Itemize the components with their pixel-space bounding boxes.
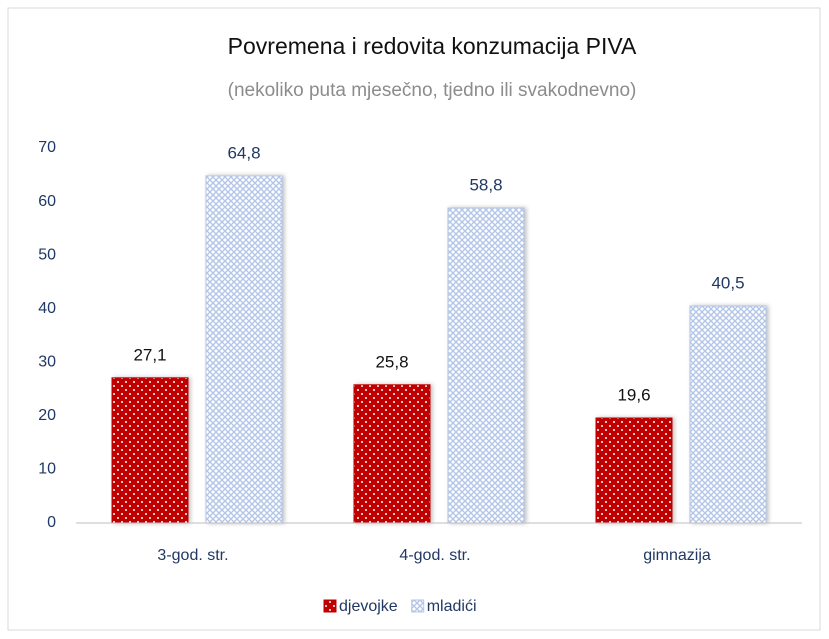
bar xyxy=(447,207,525,524)
legend-label: mladići xyxy=(427,598,477,615)
x-tick-label: 4-god. str. xyxy=(399,547,470,564)
legend-swatch xyxy=(411,599,425,613)
y-tick-label: 0 xyxy=(47,514,56,531)
y-tick-label: 70 xyxy=(38,139,56,156)
y-tick-label: 60 xyxy=(38,193,56,210)
y-tick-label: 50 xyxy=(38,246,56,263)
value-label: 27,1 xyxy=(133,345,166,364)
chart-subtitle: (nekoliko puta mjesečno, tjedno ili svak… xyxy=(228,80,637,101)
y-tick-label: 10 xyxy=(38,461,56,478)
bar xyxy=(689,305,767,524)
value-label: 25,8 xyxy=(375,352,408,371)
chart-border xyxy=(7,7,821,631)
value-label: 19,6 xyxy=(617,385,650,404)
legend-label: djevojke xyxy=(339,598,398,615)
value-label: 40,5 xyxy=(711,274,744,293)
y-tick-label: 20 xyxy=(38,407,56,424)
value-label: 58,8 xyxy=(469,175,502,194)
y-tick-label: 40 xyxy=(38,300,56,317)
bar xyxy=(353,384,431,524)
legend-swatch xyxy=(323,599,337,613)
bar xyxy=(595,417,673,524)
bar xyxy=(205,175,283,524)
x-tick-label: 3-god. str. xyxy=(157,547,228,564)
y-tick-label: 30 xyxy=(38,354,56,371)
chart-title: Povremena i redovita konzumacija PIVA xyxy=(228,33,637,59)
value-label: 64,8 xyxy=(227,143,260,162)
x-tick-label: gimnazija xyxy=(643,547,711,564)
bar xyxy=(111,377,189,524)
